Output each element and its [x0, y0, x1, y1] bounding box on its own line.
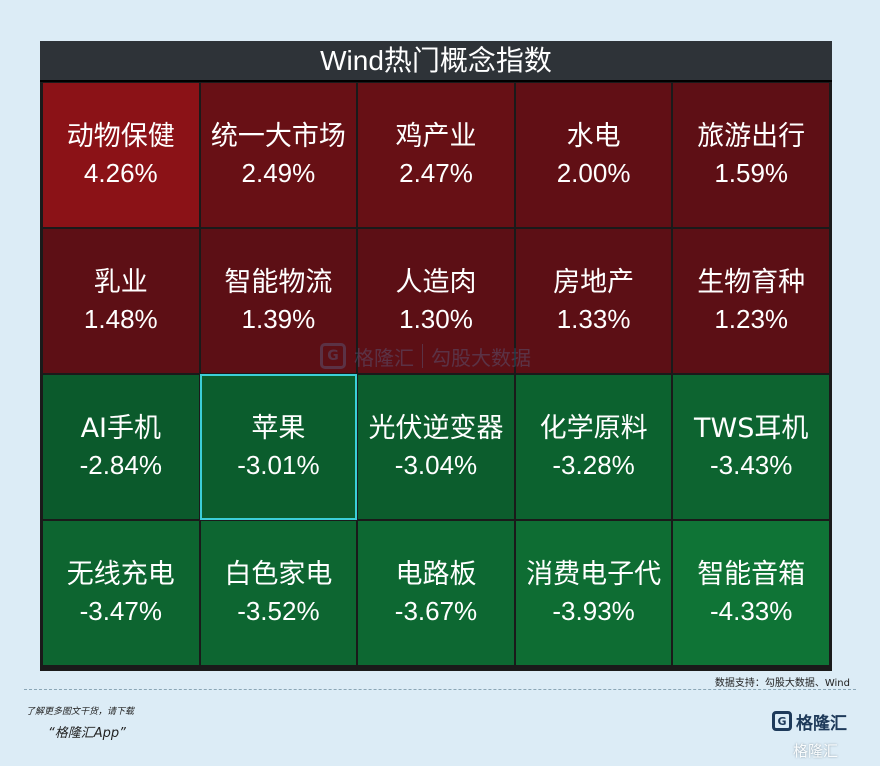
tile-label: TWS耳机: [694, 413, 809, 444]
brand-name: 格隆汇: [796, 713, 847, 734]
tile-label: 电路板: [395, 559, 477, 590]
heatmap-tile[interactable]: 无线充电 -3.47%: [42, 520, 200, 666]
tile-label: 无线充电: [66, 559, 175, 590]
tile-value: -3.04%: [394, 450, 478, 480]
heatmap-tile[interactable]: 旅游出行 1.59%: [672, 82, 830, 228]
tile-label: 水电: [566, 121, 621, 152]
tile-value: 1.30%: [399, 304, 473, 334]
heatmap-tile[interactable]: 乳业 1.48%: [42, 228, 200, 374]
heatmap-tile[interactable]: AI手机 -2.84%: [42, 374, 200, 520]
tile-label: 消费电子代: [526, 559, 662, 590]
heatmap-tile[interactable]: 动物保健 4.26%: [42, 82, 200, 228]
heatmap-tile[interactable]: 人造肉 1.30%: [357, 228, 515, 374]
footer-note: 了解更多图文干货，请下载: [26, 707, 135, 717]
tile-label: 人造肉: [395, 267, 477, 298]
tile-value: -3.67%: [394, 596, 478, 626]
corner-watermark: 格隆汇: [793, 742, 839, 760]
tile-label: 动物保健: [66, 121, 175, 152]
tile-label: 鸡产业: [395, 121, 477, 152]
tile-label: 白色家电: [224, 559, 333, 590]
footer-divider: [24, 689, 856, 690]
tile-value: -4.33%: [709, 596, 793, 626]
heatmap-tile[interactable]: 化学原料 -3.28%: [514, 374, 673, 520]
heatmap-tile[interactable]: 房地产 1.33%: [514, 228, 673, 374]
tile-value: 4.26%: [83, 158, 158, 188]
heatmap-tile[interactable]: 统一大市场 2.49%: [199, 82, 358, 228]
tile-value: -3.52%: [237, 596, 320, 626]
heatmap-tile[interactable]: 鸡产业 2.47%: [357, 82, 515, 228]
tile-value: -3.47%: [79, 596, 162, 626]
chart-title: Wind热门概念指数: [40, 41, 832, 82]
tile-value: 2.49%: [241, 158, 316, 188]
heatmap-tile[interactable]: 智能物流 1.39%: [199, 228, 358, 374]
data-source: 数据支持：勾股大数据、Wind: [714, 678, 850, 689]
tile-label: 化学原料: [539, 413, 648, 444]
tile-value: -2.84%: [79, 450, 162, 480]
tile-value: -3.01%: [237, 450, 320, 480]
tile-value: 1.59%: [714, 158, 789, 188]
tile-label: 乳业: [93, 267, 148, 298]
heatmap-tile[interactable]: TWS耳机 -3.43%: [672, 374, 830, 520]
tile-label: 苹果: [251, 413, 306, 444]
heatmap-tile[interactable]: 水电 2.00%: [514, 82, 673, 228]
tile-label: 智能物流: [224, 267, 333, 298]
tile-label: 房地产: [553, 267, 635, 298]
heatmap-panel: Wind热门概念指数 动物保健 4.26% 统一大市场 2.49% 鸡产业 2.47% 水电…: [40, 41, 832, 671]
tile-label: 统一大市场: [210, 121, 346, 152]
heatmap-grid: 动物保健 4.26% 统一大市场 2.49% 鸡产业 2.47% 水电 2.00% 旅游出行 1.…: [42, 82, 830, 666]
heatmap-tile[interactable]: 光伏逆变器 -3.04%: [357, 374, 515, 520]
heatmap-tile[interactable]: 消费电子代 -3.93%: [514, 520, 673, 666]
tile-label: AI手机: [80, 413, 162, 444]
tile-label: 智能音箱: [697, 559, 806, 590]
heatmap-tile[interactable]: 苹果 -3.01%: [199, 374, 358, 520]
tile-label: 旅游出行: [697, 121, 806, 152]
tile-value: 2.00%: [556, 158, 631, 188]
brand-logo[interactable]: G 格隆汇: [772, 706, 862, 736]
brand-logo-icon: G: [772, 711, 792, 731]
footer-app-name: “格隆汇App”: [48, 726, 126, 741]
heatmap-tile[interactable]: 白色家电 -3.52%: [199, 520, 358, 666]
tile-value: 1.33%: [556, 304, 631, 334]
tile-value: 1.48%: [83, 304, 158, 334]
heatmap-tile[interactable]: 电路板 -3.67%: [357, 520, 515, 666]
heatmap-tile[interactable]: 生物育种 1.23%: [672, 228, 830, 374]
tile-value: 2.47%: [399, 158, 473, 188]
tile-value: 1.39%: [241, 304, 316, 334]
tile-label: 生物育种: [697, 267, 806, 298]
tile-value: -3.43%: [709, 450, 793, 480]
tile-value: -3.93%: [552, 596, 635, 626]
tile-value: -3.28%: [552, 450, 635, 480]
tile-value: 1.23%: [714, 304, 789, 334]
heatmap-tile[interactable]: 智能音箱 -4.33%: [672, 520, 830, 666]
tile-label: 光伏逆变器: [368, 413, 504, 444]
